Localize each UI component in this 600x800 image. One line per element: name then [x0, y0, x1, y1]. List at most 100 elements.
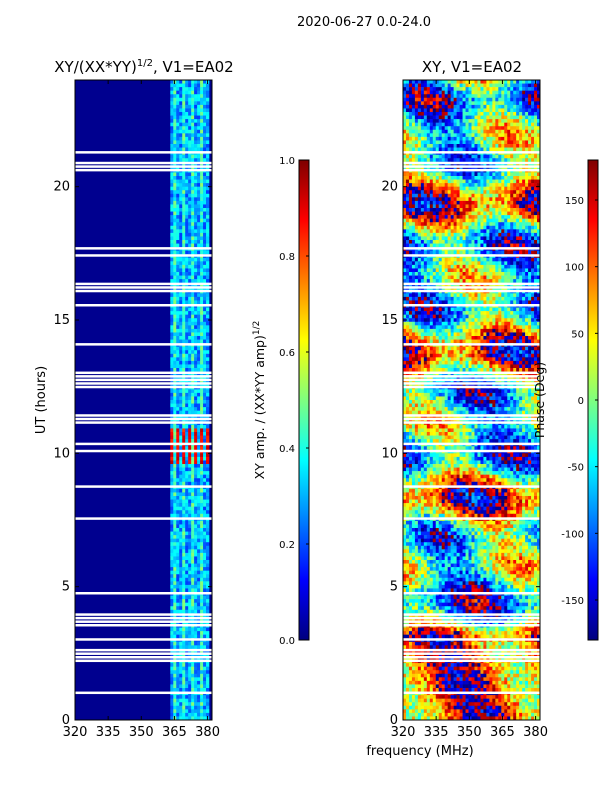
- phase-cell: [531, 250, 535, 255]
- amp-cell: [185, 154, 189, 159]
- amp-cell: [185, 499, 189, 504]
- phase-cell: [525, 272, 529, 276]
- amp-cell: [170, 435, 174, 440]
- amp-cell: [203, 673, 207, 678]
- phase-cell: [465, 268, 469, 273]
- amp-cell: [188, 524, 192, 529]
- amp-cell: [188, 645, 192, 650]
- phase-cell: [501, 204, 505, 209]
- phase-cell: [486, 115, 490, 120]
- amp-cell: [191, 535, 195, 539]
- amp-cell: [173, 471, 177, 475]
- phase-cell: [465, 115, 469, 120]
- amp-cell: [188, 453, 192, 458]
- phase-cell: [483, 218, 487, 223]
- phase-cell: [495, 250, 499, 255]
- amp-cell: [197, 296, 201, 301]
- phase-cell: [525, 154, 529, 159]
- amp-cell: [176, 350, 180, 355]
- phase-cell: [447, 115, 451, 120]
- amp-cell: [197, 439, 201, 443]
- phase-cell: [441, 236, 445, 241]
- amp-cell: [182, 147, 186, 152]
- phase-cell: [492, 136, 496, 141]
- phase-cell: [474, 272, 478, 276]
- amp-cell: [200, 688, 204, 692]
- amp-cell: [173, 673, 177, 678]
- phase-cell: [501, 133, 505, 138]
- phase-cell: [432, 222, 437, 227]
- phase-cell: [516, 211, 520, 216]
- phase-cell: [537, 112, 541, 116]
- amp-cell: [179, 193, 183, 198]
- amp-cell: [188, 695, 192, 699]
- phase-cell: [459, 94, 463, 99]
- phase-cell: [534, 215, 538, 219]
- phase-cell: [411, 261, 416, 266]
- phase-cell: [405, 222, 410, 227]
- amp-cell: [203, 293, 207, 298]
- phase-cell: [522, 104, 526, 109]
- phase-cell: [483, 126, 487, 131]
- amp-cell: [176, 570, 180, 575]
- phase-cell: [432, 257, 437, 262]
- amp-cell: [176, 634, 180, 639]
- phase-cell: [408, 112, 413, 116]
- amp-cell: [185, 634, 189, 639]
- phase-cell: [507, 87, 511, 91]
- phase-cell: [453, 94, 457, 99]
- amp-cell: [197, 392, 201, 397]
- phase-cell: [534, 119, 538, 123]
- amp-panel: XY/(XX*YY)1/2, V1=EA02 320 335 350 365 38005…: [34, 58, 234, 740]
- amp-cell: [176, 332, 180, 337]
- amp-cell: [173, 545, 177, 550]
- phase-cell: [465, 80, 469, 84]
- phase-cell: [471, 200, 475, 205]
- amp-cell: [170, 353, 174, 358]
- phase-cell: [510, 144, 514, 148]
- phase-cell: [510, 250, 514, 255]
- amp-cell: [194, 712, 198, 717]
- phase-cell: [471, 87, 475, 91]
- amp-cell: [182, 645, 186, 650]
- phase-cell: [504, 119, 508, 123]
- phase-cell: [501, 225, 505, 230]
- phase-cell: [453, 236, 457, 241]
- phase-cell: [408, 204, 413, 209]
- phase-cell: [483, 158, 487, 163]
- amp-cell: [188, 140, 192, 145]
- amp-cell: [206, 574, 210, 579]
- phase-cell: [462, 272, 466, 276]
- phase-cell: [528, 176, 532, 180]
- amp-cell: [197, 190, 201, 195]
- amp-cell: [194, 478, 198, 483]
- phase-cell: [423, 90, 428, 95]
- amp-cell: [188, 467, 192, 472]
- phase-cell: [480, 94, 484, 99]
- phase-cell: [408, 243, 413, 248]
- amp-cell: [173, 158, 177, 163]
- phase-cell: [486, 83, 490, 88]
- amp-cell: [188, 126, 192, 131]
- phase-cell: [522, 94, 526, 99]
- amp-cell: [200, 396, 204, 401]
- amp-cell: [191, 80, 195, 84]
- amp-cell: [206, 432, 210, 436]
- amp-cell: [173, 176, 177, 180]
- amp-cell: [191, 680, 195, 685]
- phase-cell: [507, 264, 511, 269]
- phase-cell: [492, 158, 496, 163]
- phase-cell: [519, 183, 523, 187]
- amp-cell: [173, 314, 177, 319]
- phase-cell: [510, 193, 514, 198]
- phase-cell: [447, 112, 451, 116]
- phase-cell: [417, 126, 422, 131]
- amp-cell: [176, 513, 180, 518]
- phase-cell: [453, 272, 457, 276]
- phase-cell: [429, 186, 434, 191]
- phase-cell: [408, 94, 413, 99]
- phase-cell: [426, 144, 431, 148]
- amp-cell: [179, 176, 183, 180]
- phase-cell: [486, 80, 490, 84]
- amp-cell: [182, 360, 186, 365]
